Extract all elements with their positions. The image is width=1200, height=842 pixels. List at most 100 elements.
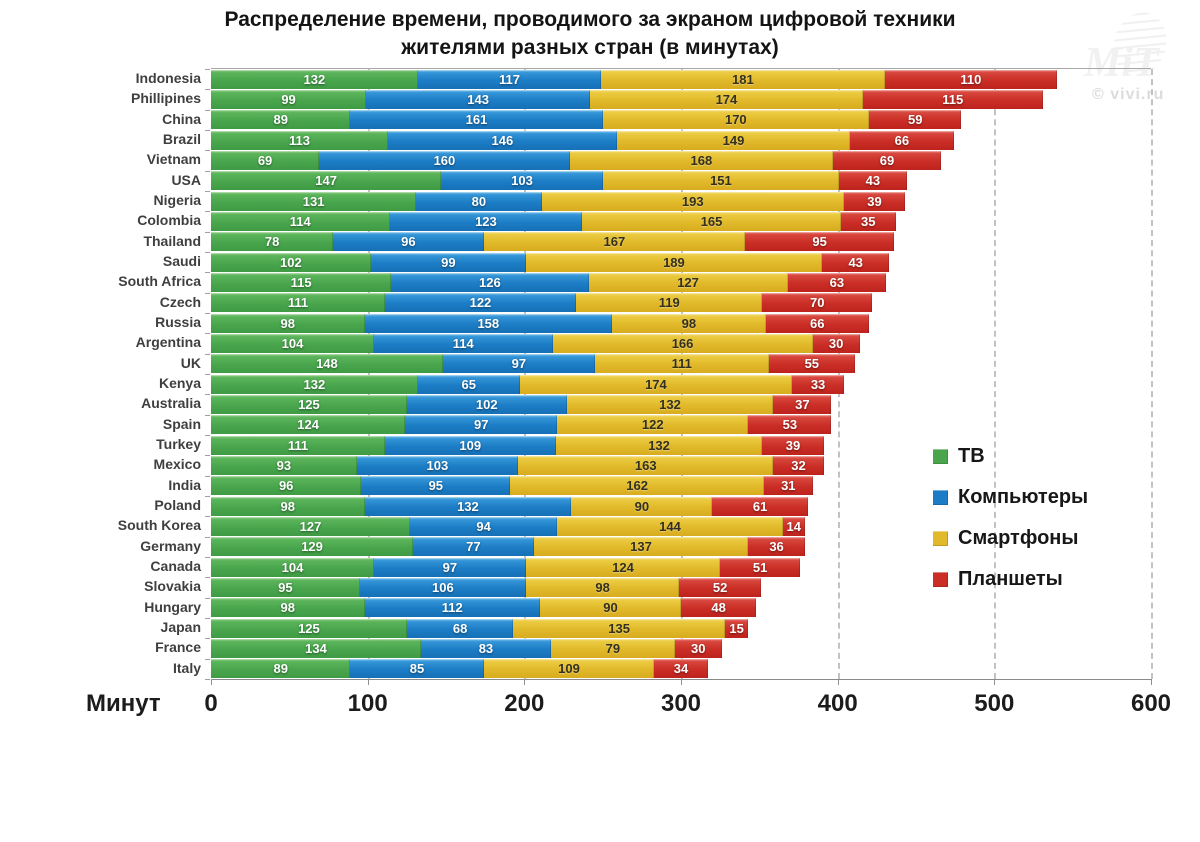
- y-axis-tick: [205, 130, 210, 131]
- x-axis-tick: [681, 679, 682, 685]
- bar-segment-ТВ: 132: [211, 374, 418, 394]
- gridline-300: [681, 69, 683, 679]
- bar-value-label: 131: [302, 193, 325, 209]
- y-axis-tick: [205, 597, 210, 599]
- bar-value-label: 95: [278, 579, 293, 595]
- y-axis-tick: [205, 475, 210, 477]
- bar-value-label: 15: [729, 620, 744, 636]
- bar-row: 125 68 135 15: [211, 618, 1151, 638]
- bar-row: 147 103 151 43: [211, 171, 1151, 191]
- bar-value-label: 193: [681, 193, 704, 209]
- bar-value-label: 114: [452, 335, 474, 351]
- bar-segment-Смартфоны: 189: [525, 252, 822, 272]
- bar-value-label: 39: [785, 437, 801, 453]
- bar-segment-ТВ: 124: [211, 415, 406, 435]
- y-axis-tick: [205, 658, 210, 660]
- y-axis-tick: [205, 557, 210, 558]
- bar-segment-ТВ: 89: [211, 659, 351, 679]
- x-axis-tick-label: 0: [204, 690, 218, 717]
- bar-segment-ТВ: 111: [211, 435, 385, 455]
- y-axis-tick: [205, 272, 210, 274]
- y-axis-tick: [205, 89, 210, 91]
- bar-value-label: 124: [612, 559, 634, 575]
- y-axis-tick: [205, 577, 210, 579]
- x-axis-tick: [524, 679, 526, 685]
- bar-segment-Смартфоны: 162: [510, 476, 765, 496]
- bar-segment-Планшеты: 34: [654, 659, 708, 679]
- bar-value-label: 69: [257, 152, 273, 168]
- bar-value-label: 132: [659, 396, 681, 412]
- bar-value-label: 122: [641, 417, 664, 433]
- y-axis-tick: [205, 313, 210, 314]
- category-label: Australia: [141, 395, 201, 412]
- legend: ТВ Компьютеры Смартфоны Планшеты: [933, 436, 1088, 600]
- category-label: Indonesia: [135, 70, 201, 86]
- bar-value-label: 170: [724, 112, 747, 128]
- category-label: South Africa: [118, 273, 201, 290]
- bar-value-label: 89: [273, 661, 288, 677]
- bar-row: 69 160 168 69: [211, 150, 1151, 171]
- bar-value-label: 33: [810, 376, 826, 392]
- bar-value-label: 167: [603, 234, 626, 250]
- bar-value-label: 80: [471, 193, 487, 209]
- bar-segment-Смартфоны: 98: [525, 577, 680, 598]
- bar-value-label: 125: [298, 620, 320, 636]
- legend-label: Планшеты: [958, 568, 1063, 590]
- bar-value-label: 96: [278, 478, 294, 494]
- y-axis-tick: [205, 109, 210, 111]
- bar-segment-Смартфоны: 193: [541, 191, 844, 211]
- bar-value-label: 103: [511, 173, 533, 189]
- bar-segment-Планшеты: 55: [768, 354, 855, 374]
- bar-value-label: 109: [459, 437, 482, 453]
- y-axis-tick: [205, 69, 210, 70]
- category-label: Thailand: [143, 232, 201, 249]
- bar-value-label: 113: [289, 132, 310, 148]
- bar-value-label: 36: [769, 539, 784, 555]
- bar-segment-Планшеты: 31: [764, 476, 813, 496]
- bar-segment-ТВ: 115: [211, 272, 392, 293]
- bar-row: 96 95 162 31: [211, 476, 1151, 496]
- bar-value-label: 63: [829, 274, 845, 290]
- bar-segment-Смартфоны: 151: [602, 171, 840, 191]
- bar-segment-Планшеты: 35: [840, 211, 896, 232]
- bar-segment-Планшеты: 53: [748, 415, 832, 435]
- bar-value-label: 48: [711, 600, 726, 616]
- plot-area: 132 117 181 110 99 143 174 115 89 161 170 59 113 146 1…: [205, 68, 1153, 685]
- gridline-400: [837, 69, 840, 679]
- bar-segment-Планшеты: 61: [712, 496, 808, 516]
- legend-item-Планшеты: Планшеты: [933, 559, 1088, 600]
- bar-value-label: 83: [478, 640, 494, 656]
- bar-value-label: 30: [690, 640, 706, 656]
- bar-value-label: 123: [475, 213, 497, 229]
- category-label: USA: [171, 171, 201, 188]
- category-label: UK: [180, 354, 201, 371]
- bar-segment-Компьютеры: 97: [442, 354, 595, 374]
- legend-label: Компьютеры: [958, 486, 1089, 508]
- bar-value-label: 104: [281, 559, 304, 575]
- bar-segment-Планшеты: 95: [745, 232, 895, 252]
- bar-segment-Планшеты: 63: [787, 272, 887, 293]
- category-label: Phillipines: [130, 90, 201, 107]
- bar-segment-Компьютеры: 83: [420, 638, 551, 659]
- legend-item-Смартфоны: Смартфоны: [933, 518, 1088, 559]
- category-label: South Korea: [117, 517, 201, 534]
- bar-segment-Компьютеры: 112: [364, 598, 540, 618]
- bar-segment-ТВ: 95: [211, 577, 360, 598]
- bar-value-label: 114: [289, 213, 311, 229]
- category-label: Spain: [162, 415, 201, 432]
- bar-segment-Планшеты: 14: [782, 516, 805, 537]
- chart-title-line2: жителями разных стран (в минутах): [401, 36, 779, 59]
- bar-value-label: 111: [287, 295, 309, 311]
- category-label: Kenya: [158, 375, 201, 391]
- bar-segment-Компьютеры: 103: [441, 171, 603, 191]
- bar-value-label: 122: [469, 295, 492, 311]
- bar-row: 95 106 98 52: [211, 577, 1151, 598]
- category-label: Argentina: [135, 334, 201, 351]
- bar-segment-Планшеты: 70: [762, 293, 873, 313]
- bar-value-label: 119: [658, 295, 680, 311]
- bar-value-label: 132: [303, 376, 326, 392]
- bar-value-label: 66: [810, 315, 825, 331]
- bar-segment-Смартфоны: 170: [602, 110, 869, 130]
- bar-segment-ТВ: 98: [211, 598, 365, 618]
- bar-value-label: 144: [659, 518, 681, 534]
